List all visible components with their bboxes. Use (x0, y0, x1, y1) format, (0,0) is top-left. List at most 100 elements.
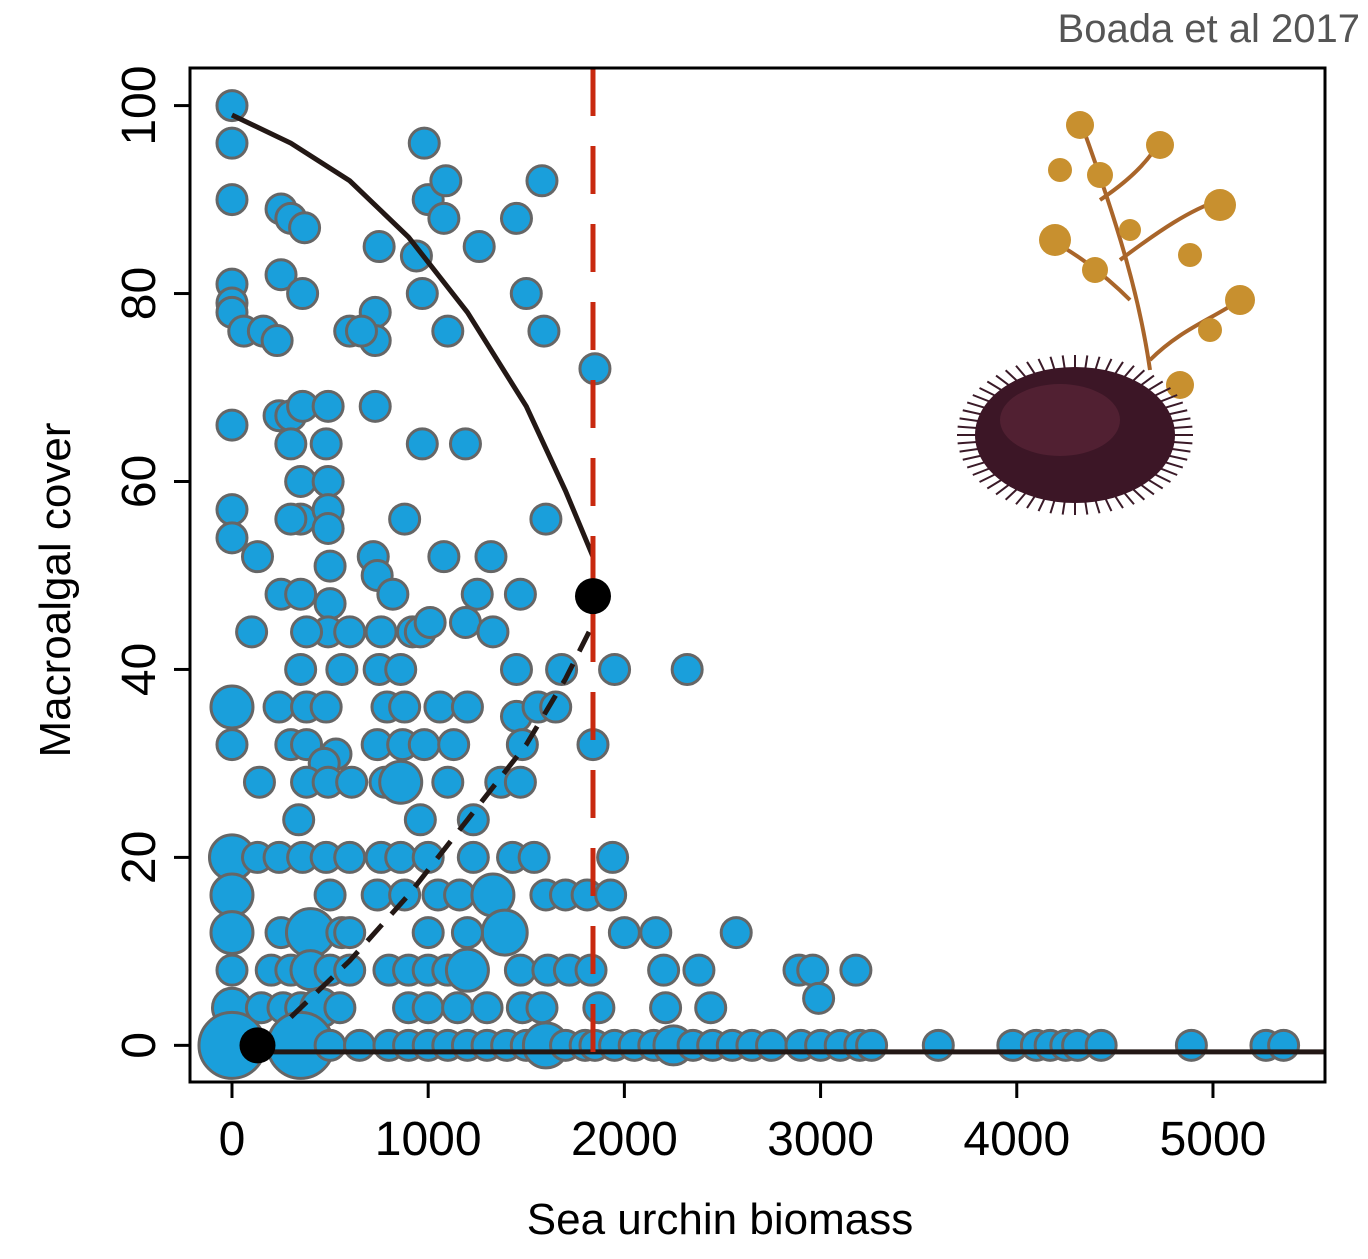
point (405, 277, 439, 311)
point (431, 765, 465, 799)
point (450, 916, 484, 950)
point (343, 1028, 377, 1062)
point (719, 916, 753, 950)
point (639, 916, 673, 950)
point (264, 258, 298, 292)
point (274, 502, 308, 536)
point (499, 652, 533, 686)
point (423, 690, 457, 724)
point (839, 953, 873, 987)
point (448, 427, 482, 461)
point (403, 803, 437, 837)
point (503, 765, 537, 799)
breakpoint (574, 578, 611, 615)
y-tick-label: 100 (113, 66, 166, 146)
point (313, 587, 347, 621)
point (596, 840, 630, 874)
point (474, 540, 508, 574)
point (215, 953, 249, 987)
y-tick-label: 60 (113, 455, 166, 508)
point (462, 230, 496, 264)
point (260, 324, 294, 358)
annotation: Boada et al 2017 (1058, 7, 1360, 51)
point (378, 759, 424, 805)
point (333, 916, 367, 950)
point (335, 765, 369, 799)
point (450, 690, 484, 724)
point (796, 953, 830, 987)
point (333, 615, 367, 649)
plot-area (197, 68, 1325, 1082)
point (333, 953, 367, 987)
point (431, 314, 465, 348)
point (921, 1028, 955, 1062)
point (413, 605, 447, 639)
point (235, 615, 269, 649)
point (313, 549, 347, 583)
point (290, 615, 324, 649)
plot-frame (188, 66, 1327, 1084)
point (509, 277, 543, 311)
point (407, 728, 441, 762)
point (855, 1028, 889, 1062)
point (448, 605, 482, 639)
point (517, 840, 551, 874)
point (444, 947, 490, 993)
point (525, 991, 559, 1025)
point (215, 183, 249, 217)
point (503, 577, 537, 611)
point (1174, 1028, 1208, 1062)
point (215, 728, 249, 762)
point (411, 991, 445, 1025)
point (323, 991, 357, 1025)
point (437, 728, 471, 762)
point (384, 840, 418, 874)
y-tick-label: 20 (113, 831, 166, 884)
point (215, 126, 249, 160)
point (215, 408, 249, 442)
x-tick-label: 5000 (1160, 1113, 1267, 1166)
fit-line (289, 630, 592, 1019)
point (682, 953, 716, 987)
point (456, 840, 490, 874)
point (288, 211, 322, 245)
y-tick-label: 80 (113, 267, 166, 320)
point (694, 991, 728, 1025)
y-tick-label: 0 (113, 1032, 166, 1059)
point (670, 652, 704, 686)
point (311, 464, 345, 498)
point (360, 878, 394, 912)
point (344, 314, 378, 348)
point (441, 991, 475, 1025)
point (284, 464, 318, 498)
x-axis-label: Sea urchin biomass (527, 1195, 913, 1244)
point (405, 427, 439, 461)
point (407, 126, 441, 160)
point (470, 991, 504, 1025)
y-tick-label: 40 (113, 643, 166, 696)
point (399, 239, 433, 273)
point (384, 652, 418, 686)
point (215, 89, 249, 123)
x-tick-label: 4000 (963, 1113, 1070, 1166)
illustration (957, 111, 1255, 515)
point (311, 389, 345, 423)
point (358, 389, 392, 423)
point (262, 690, 296, 724)
point (456, 803, 490, 837)
point (647, 953, 681, 987)
point (362, 230, 396, 264)
point (286, 277, 320, 311)
point (388, 502, 422, 536)
point (755, 1028, 789, 1062)
point (411, 916, 445, 950)
point (376, 577, 410, 611)
fit-line (230, 112, 596, 558)
point (527, 314, 561, 348)
point (388, 878, 422, 912)
point (503, 953, 537, 987)
point (215, 521, 249, 555)
x-tick-label: 2000 (571, 1113, 678, 1166)
